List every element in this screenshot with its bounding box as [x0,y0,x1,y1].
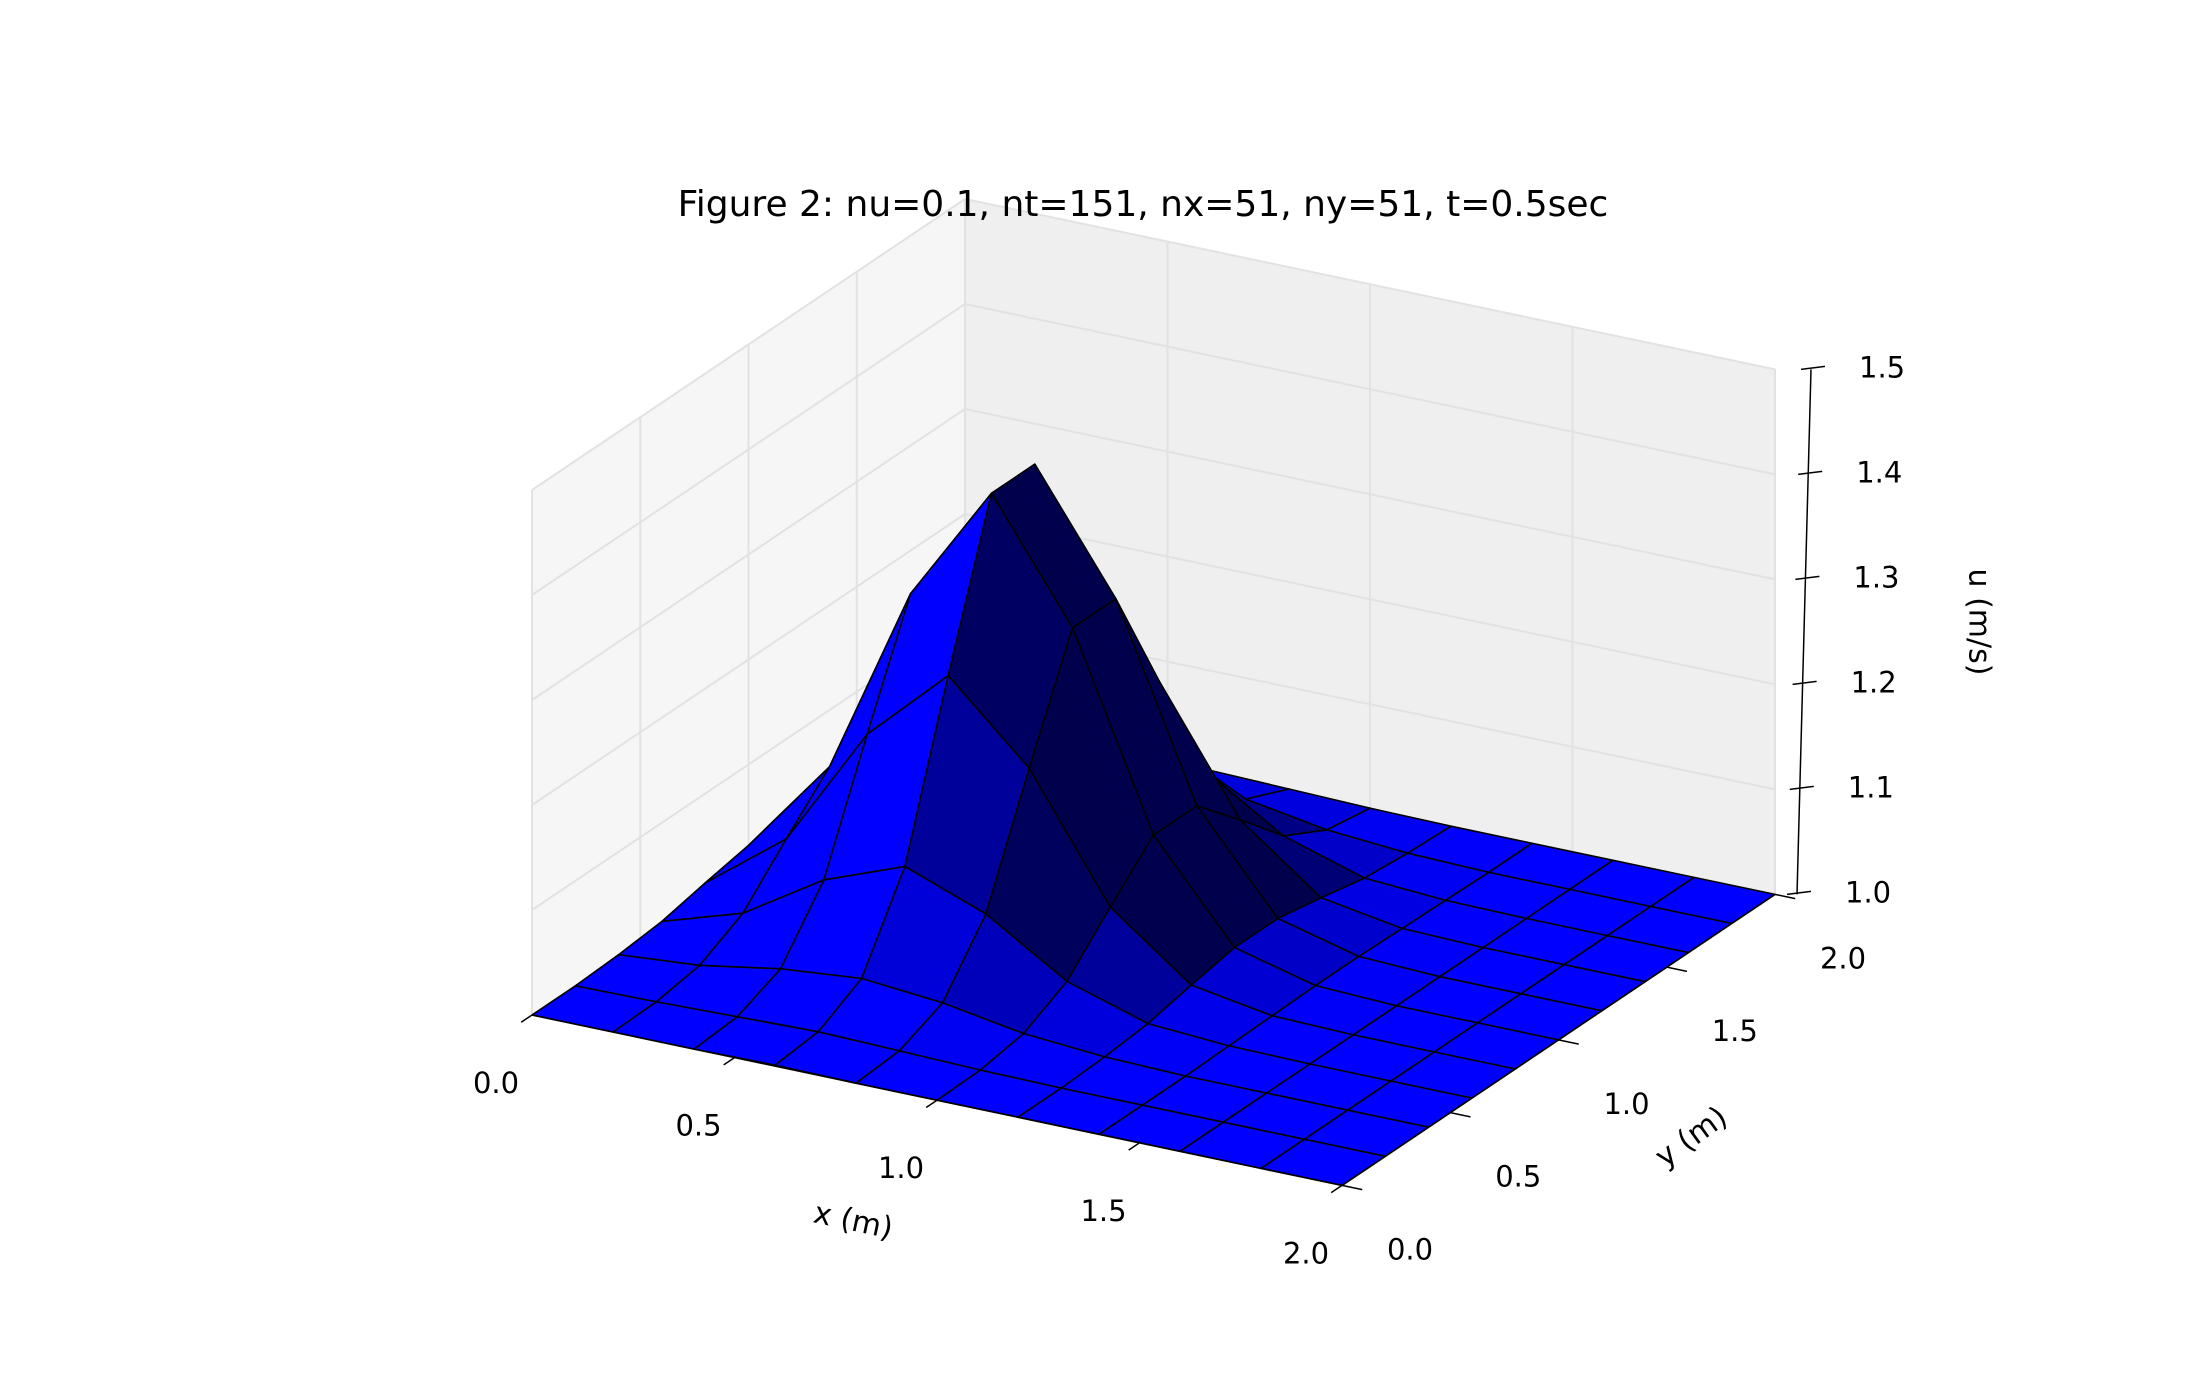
x-tick [925,1099,938,1109]
z-tick-label: 1.0 [1845,875,1891,909]
grid-line [531,198,966,491]
x-tick [723,1056,735,1066]
x-tick-label: 1.5 [1080,1194,1126,1228]
z-axis-line [1796,369,1812,895]
y-tick [1450,1111,1471,1118]
grid-line [531,303,966,596]
y-tick-label: 0.5 [1495,1160,1541,1194]
z-tick-label: 1.5 [1859,350,1905,384]
y-tick [1774,893,1796,900]
x-tick [1128,1142,1140,1151]
y-tick [1341,1184,1363,1191]
surface [531,463,1776,1187]
grid-line [964,198,1776,371]
z-tick [1792,680,1817,686]
z-tick-label: 1.2 [1851,665,1897,699]
z-tick [1786,890,1812,896]
x-tick [520,1014,533,1023]
grid-line [964,408,1776,581]
x-tick-label: 1.0 [878,1151,924,1185]
y-tick [1558,1039,1579,1045]
y-tick-label: 1.5 [1712,1014,1758,1048]
y-tick-label: 1.0 [1603,1087,1649,1121]
z-tick-label: 1.3 [1853,560,1899,594]
x-tick [1330,1184,1343,1194]
z-tick [1800,365,1826,371]
x-tick-label: 0.5 [675,1109,721,1143]
y-tick-label: 2.0 [1820,941,1866,975]
z-tick-label: 1.1 [1848,770,1894,804]
grid-line [964,303,1776,476]
x-tick-label: 2.0 [1283,1236,1329,1270]
y-tick [1666,966,1688,973]
grid-line [531,408,966,701]
z-tick [1789,785,1814,791]
grid-line [964,513,1776,686]
z-tick-label: 1.4 [1856,455,1902,489]
grid-line [531,513,966,806]
y-tick-label: 0.0 [1387,1232,1433,1266]
z-tick [1795,575,1820,581]
chart-title: Figure 2: nu=0.1, nt=151, nx=51, ny=51, … [678,184,1609,225]
z-tick [1798,470,1823,476]
x-tick-label: 0.0 [473,1066,519,1100]
z-axis-label: u (m/s) [1962,569,1997,676]
